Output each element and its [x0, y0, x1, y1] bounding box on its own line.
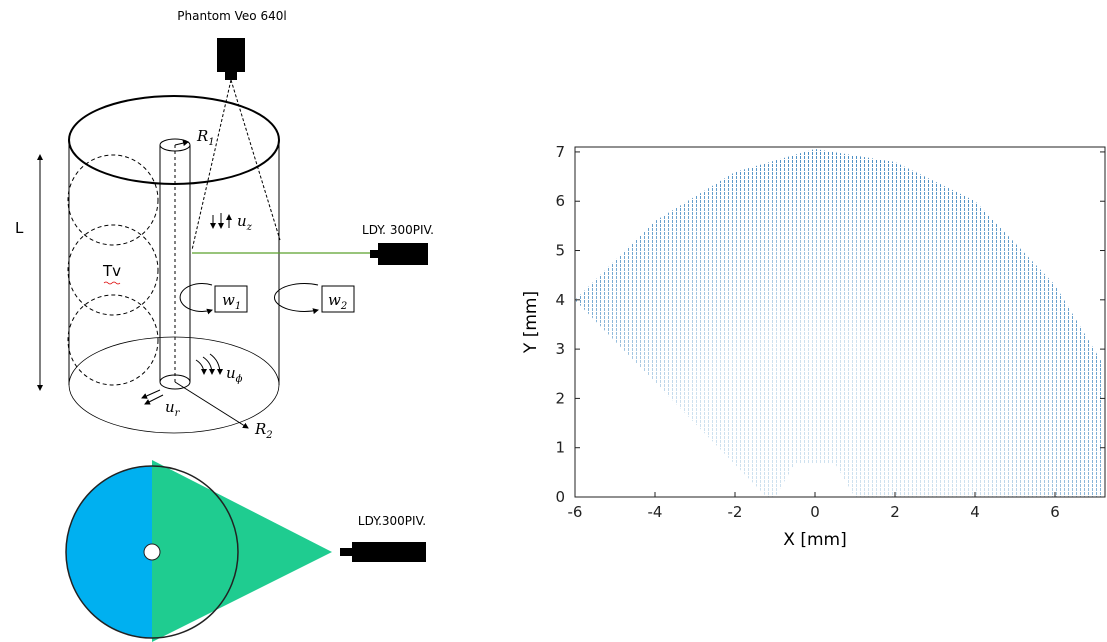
- uz-label: uz: [237, 212, 253, 233]
- length-label: L: [15, 219, 24, 237]
- x-tick-label: -4: [648, 503, 663, 521]
- y-tick-label: 0: [555, 488, 565, 506]
- laser: [378, 243, 428, 265]
- y-tick-label: 7: [555, 143, 565, 161]
- y-axis-label: Y [mm]: [521, 291, 541, 354]
- figure: Phantom Veo 640l LDY. 300PIV. L Tv R1 R2…: [0, 0, 1107, 642]
- x-tick-label: 2: [890, 503, 900, 521]
- camera: [217, 38, 245, 72]
- plot: X [mm] Y [mm] -6 -4 -2 0 2 4 6 0 1 2 3 4 5 6 7: [521, 143, 1105, 550]
- laser-label: LDY. 300PIV.: [362, 223, 434, 237]
- uphi-label: uϕ: [226, 364, 243, 385]
- spell-underline: [104, 282, 120, 284]
- x-tick-label: -6: [568, 503, 583, 521]
- x-tick-label: 6: [1050, 503, 1060, 521]
- y-tick-label: 6: [555, 192, 565, 210]
- velocity-field-shade: [575, 149, 1103, 497]
- w2-label: w2: [328, 291, 347, 312]
- y-tick-label: 5: [555, 242, 565, 260]
- rod-section: [144, 544, 160, 560]
- y-tick-label: 3: [555, 340, 565, 358]
- y-tick-label: 2: [555, 389, 565, 407]
- laser-label-bottom: LDY.300PIV.: [358, 514, 426, 528]
- laser-bottom-nib: [340, 548, 352, 556]
- camera-label: Phantom Veo 640l: [177, 9, 286, 23]
- r2-label: R2: [254, 420, 273, 441]
- r1-label: R1: [196, 127, 215, 148]
- x-axis-label: X [mm]: [783, 530, 846, 550]
- laser-nib: [370, 250, 378, 258]
- x-tick-label: 4: [970, 503, 980, 521]
- y-tick-label: 4: [555, 291, 565, 309]
- w1-label: w1: [222, 291, 241, 312]
- x-tick-label: 0: [810, 503, 820, 521]
- camera-lens: [225, 72, 237, 80]
- laser-bottom: [352, 542, 426, 562]
- y-tick-label: 1: [555, 439, 565, 457]
- ur-label: ur: [165, 398, 181, 419]
- x-tick-label: -2: [728, 503, 743, 521]
- top-view-half: [66, 466, 152, 638]
- vortex-label: Tv: [102, 262, 121, 280]
- laser-fan: [152, 460, 332, 642]
